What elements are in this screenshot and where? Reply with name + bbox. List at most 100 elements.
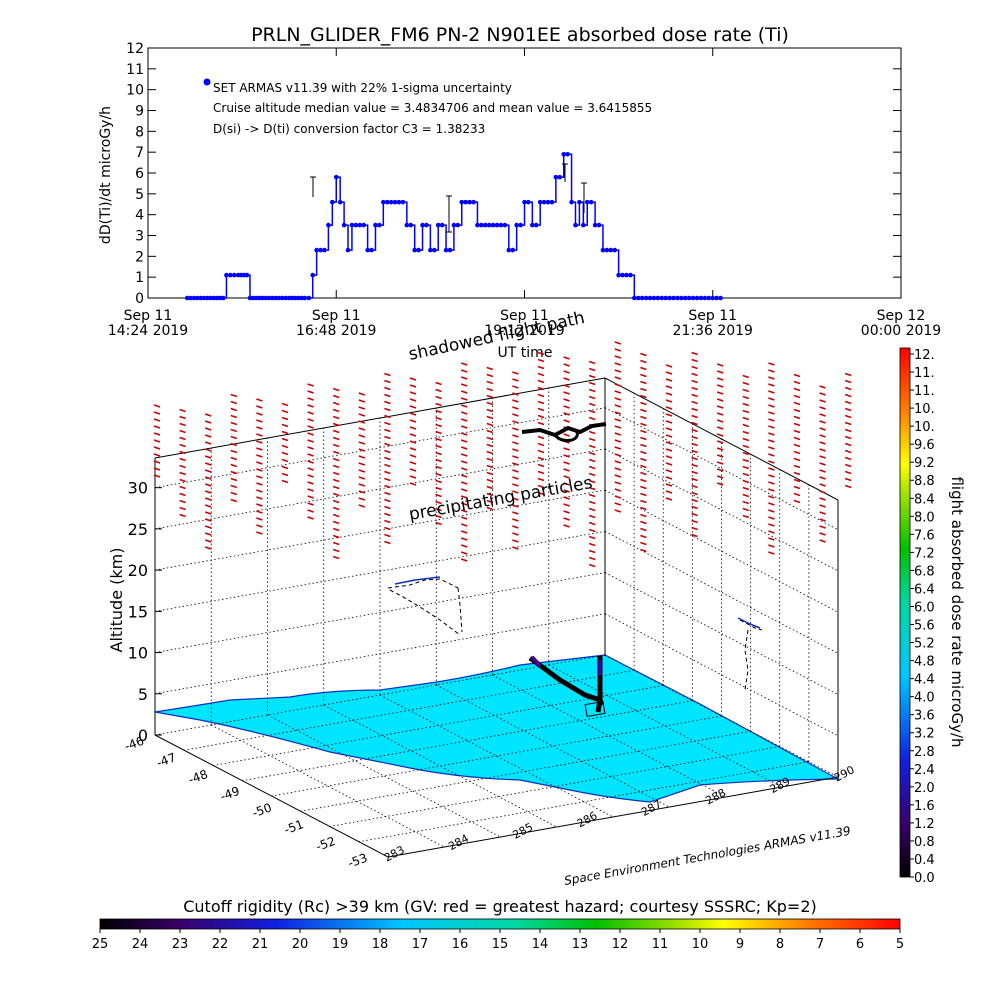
dose-point	[679, 295, 684, 301]
x-tick-label-time: 14:24 2019	[108, 323, 188, 339]
particle-mark	[435, 416, 442, 421]
particle-mark	[588, 549, 596, 554]
particle-mark	[537, 393, 545, 398]
particle-mark	[307, 516, 314, 520]
wall-projection-right-blue	[737, 617, 761, 629]
dose-point	[392, 199, 398, 205]
particle-mark	[332, 408, 340, 413]
z-tick-label: 10	[128, 644, 148, 663]
dose-tick-label: 8.8	[914, 474, 935, 489]
dose-point	[244, 272, 250, 278]
rigidity-tick-label: 16	[452, 937, 469, 952]
particle-mark	[307, 404, 314, 408]
particle-mark	[435, 514, 442, 519]
dose-tick-label: 3.6	[914, 709, 935, 724]
particle-mark	[230, 463, 238, 468]
particle-mark	[742, 423, 750, 428]
particle-mark	[204, 511, 212, 515]
dose-point	[553, 174, 559, 180]
particle-mark	[332, 548, 340, 553]
particle-mark	[384, 519, 391, 524]
particle-mark	[588, 486, 596, 491]
latitude-tick-label: -46	[123, 734, 146, 754]
particle-mark	[153, 467, 161, 471]
dose-point	[273, 295, 279, 301]
particle-mark	[358, 406, 366, 410]
particle-mark	[384, 421, 391, 426]
particle-mark	[742, 388, 750, 393]
particle-mark	[691, 379, 698, 384]
particle-mark	[460, 453, 468, 457]
particle-mark	[819, 490, 826, 494]
particle-mark	[819, 385, 826, 389]
particle-mark	[768, 516, 775, 520]
y-tick-label: 10	[126, 83, 144, 99]
particle-mark	[204, 420, 212, 424]
particle-mark	[332, 541, 340, 546]
particle-mark	[537, 414, 545, 419]
particle-mark	[358, 427, 366, 431]
box-edges	[154, 377, 839, 858]
dose-point	[510, 247, 516, 253]
particle-mark	[793, 492, 801, 497]
particle-mark	[716, 398, 724, 402]
particle-mark	[640, 394, 647, 399]
flight-path-altitude	[521, 422, 607, 438]
particle-mark	[512, 455, 519, 459]
particle-mark	[819, 392, 826, 396]
particle-mark	[742, 514, 750, 519]
particle-mark	[460, 432, 468, 436]
dose-point	[545, 199, 551, 205]
dose-tick-label: 8.0	[914, 510, 935, 525]
particle-mark	[435, 430, 442, 435]
particle-mark	[384, 442, 391, 447]
rigidity-tick-label: 15	[492, 937, 509, 952]
particle-mark	[768, 425, 775, 429]
particle-mark	[230, 470, 238, 475]
dose-point	[632, 295, 637, 301]
particle-mark	[563, 468, 570, 472]
particle-mark	[460, 509, 468, 513]
particle-mark	[768, 544, 775, 548]
particle-mark	[204, 476, 212, 480]
particle-mark	[742, 479, 750, 484]
particle-mark	[819, 462, 826, 466]
z-tick-label: 15	[128, 602, 148, 621]
particle-mark	[204, 413, 212, 417]
particle-mark	[230, 498, 238, 503]
dose-point	[588, 199, 594, 205]
particle-mark	[460, 418, 468, 422]
dose-point	[698, 295, 704, 301]
particle-mark	[384, 498, 391, 503]
particle-mark	[537, 435, 545, 440]
particle-mark	[640, 478, 647, 483]
z-tick-label: 25	[128, 520, 148, 539]
particle-mark	[332, 534, 340, 539]
particle-mark	[691, 512, 698, 517]
particle-mark	[204, 532, 212, 536]
particle-mark	[179, 457, 186, 462]
y-tick-label: 9	[135, 104, 144, 120]
particle-mark	[563, 489, 570, 493]
dose-point	[435, 222, 441, 228]
rigidity-tick-label: 17	[412, 937, 429, 952]
dose-point	[431, 247, 437, 253]
particle-mark	[768, 474, 775, 478]
particle-mark	[435, 437, 442, 442]
particle-mark	[512, 469, 519, 473]
particle-mark	[665, 497, 673, 501]
dose-point	[455, 222, 461, 228]
particle-mark	[204, 504, 212, 508]
dose-colorbar-ticks: 12. 11. 11. 10. 10. 9.6 9.2 8.8 8.4 8.0 7.6 7.2 6.8 6…	[910, 348, 935, 886]
particle-mark	[793, 394, 801, 399]
particle-mark	[716, 454, 724, 458]
dose-tick-label: 12.	[914, 348, 935, 363]
particle-mark	[588, 542, 596, 547]
x-tick-label-time: 19:12 2019	[484, 323, 564, 339]
rigidity-colorbar-label: Cutoff rigidity (Rc) >39 km (GV: red = g…	[183, 897, 817, 916]
particle-mark	[640, 443, 647, 448]
dose-point	[369, 247, 374, 253]
particle-mark	[512, 399, 519, 403]
dose-point	[270, 295, 275, 301]
dose-point	[620, 272, 625, 278]
